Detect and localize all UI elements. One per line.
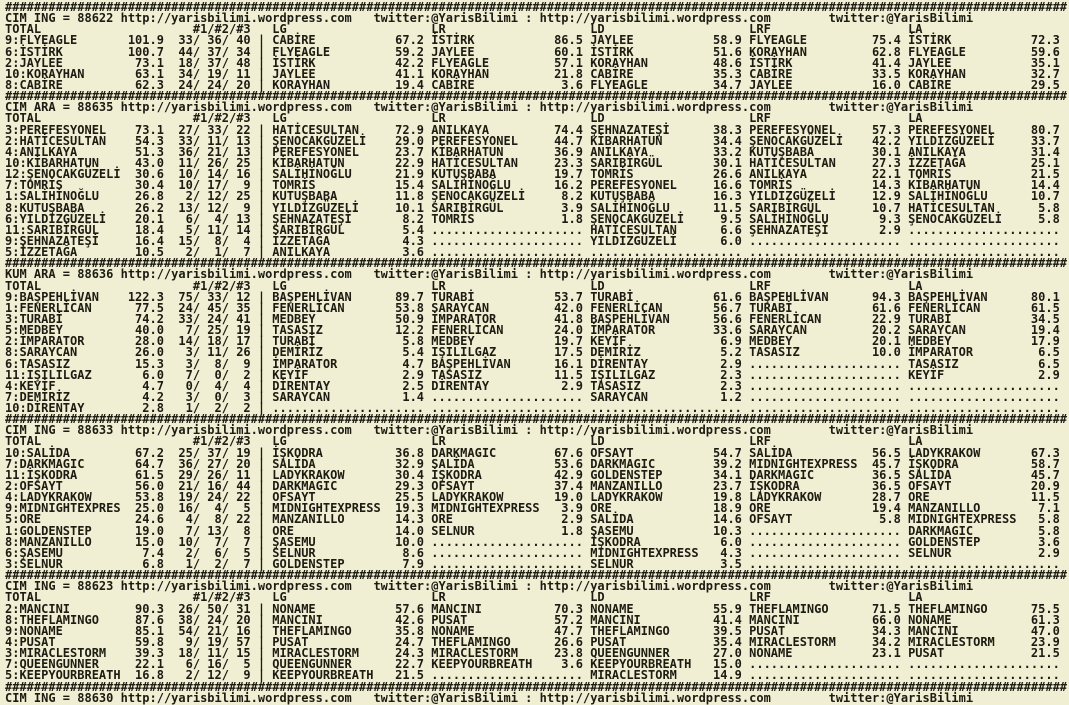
data-row: 8:KUTUŞBABA 26.2 13/ 12/ 9 | YILDIZGÜZEL…: [5, 200, 1060, 215]
data-row: 10:SALİDA 67.2 25/ 37/ 19 | İŞKODRA 36.8…: [5, 445, 1060, 460]
data-row: 2:İMPARATOR 28.0 14/ 18/ 17 | TURABİ 5.8…: [5, 334, 1060, 349]
hash-divider: ########################################…: [5, 256, 1068, 271]
data-row: 7:TOMRİS 30.4 10/ 17/ 9 | TOMRİS 15.4 SA…: [5, 178, 1060, 193]
data-row: 9:NONAME 85.1 54/ 21/ 16 | THEFLAMINGO 3…: [5, 623, 1060, 638]
section-header: KUM ARA = 88636 http://yarisbilimi.wordp…: [5, 267, 974, 282]
data-row: 6:ŞASEMU 7.4 2/ 6/ 5 | SELNUR 8.6 ......…: [5, 545, 1060, 560]
section-header: CIM ING = 88622 http://yarisbilimi.wordp…: [5, 11, 974, 26]
data-row: 3:MIRACLESTORM 39.3 18/ 11/ 15 | MIRACLE…: [5, 646, 1060, 661]
section-header: CIM ING = 88630 http://yarisbilimi.wordp…: [5, 690, 974, 705]
data-row: 4:LADYKRAKOW 53.8 19/ 24/ 22 | OFSAYT 25…: [5, 490, 1060, 505]
column-header-row: TOTAL #1/#2/#3 LG LR LD LRF LA: [5, 278, 1024, 293]
data-row: 2:MANCINI 90.3 26/ 50/ 31 | NONAME 57.6 …: [5, 601, 1060, 616]
data-row: 6:İSTİRK 100.7 44/ 37/ 34 | FLYEAGLE 59.…: [5, 44, 1060, 59]
data-row: 9:FLYEAGLE 101.9 33/ 36/ 40 | CABİRE 67.…: [5, 33, 1060, 48]
data-row: 1:SALİHİNOĞLU 26.8 2/ 12/ 25 | KUTUŞBABA…: [5, 189, 1060, 204]
data-row: 10:KORAYHAN 63.1 34/ 19/ 11 | JAYLEE 41.…: [5, 66, 1060, 81]
data-row: 9:BAŞPEHLİVAN 122.3 75/ 33/ 12 | BAŞPEHL…: [5, 289, 1060, 304]
section-header: CIM ING = 88623 http://yarisbilimi.wordp…: [5, 579, 974, 594]
section-header: CIM ING = 88633 http://yarisbilimi.wordp…: [5, 423, 974, 438]
data-row: 2:OFSAYT 56.0 21/ 16/ 44 | DARKMAGIC 29.…: [5, 479, 1060, 494]
data-row: 11:İŞKODRA 61.5 29/ 26/ 11 | LADYKRAKOW …: [5, 467, 1060, 482]
data-row: 5:ORE 24.6 4/ 8/ 22 | MANZANILLO 14.3 OR…: [5, 512, 1060, 527]
data-row: 7:DARKMAGIC 64.7 36/ 27/ 20 | SALİDA 32.…: [5, 456, 1060, 471]
column-header-row: TOTAL #1/#2/#3 LG LR LD LRF LA: [5, 434, 1024, 449]
data-row: 3:PEREFESYONEL 73.1 27/ 33/ 22 | HATİCES…: [5, 122, 1060, 137]
data-row: 8:SARAYCAN 26.0 3/ 11/ 26 | DEMİRİZ 5.4 …: [5, 345, 1060, 360]
data-row: 3:TURABİ 74.2 33/ 24/ 41 | MEDBEY 50.9 İ…: [5, 311, 1060, 326]
data-row: 2:HATİCESULTAN 54.3 33/ 11/ 13 | ŞENOCAK…: [5, 133, 1060, 148]
data-row: 10:KİBARHATUN 43.0 11/ 26/ 25 | KİBARHAT…: [5, 155, 1060, 170]
data-row: 6:YILDIZGÜZELİ 20.1 6/ 4/ 13 | ŞEHNAZATE…: [5, 211, 1060, 226]
column-header-row: TOTAL #1/#2/#3 LG LR LD LRF LA: [5, 22, 1024, 37]
data-row: 7:DEMİRİZ 4.2 3/ 0/ 3 | SARAYCAN 1.4 ...…: [5, 389, 1060, 404]
data-row: 1:FENERLİCAN 77.5 24/ 45/ 35 | FENERLİCA…: [5, 300, 1060, 315]
data-row: 4:ANILKAYA 51.3 36/ 21/ 13 | PEREFESYONE…: [5, 144, 1060, 159]
data-row: 9:MIDNIGHTEXPRES 25.0 16/ 4/ 5 | MIDNIGH…: [5, 501, 1060, 516]
data-row: 1:GOLDENSTEP 19.0 7/ 13/ 8 | ORE 14.0 SE…: [5, 523, 1060, 538]
column-header-row: TOTAL #1/#2/#3 LG LR LD LRF LA: [5, 111, 1024, 126]
data-row: 10:DİRENTAY 2.8 1/ 2/ 2 | ..............…: [5, 401, 1060, 416]
hash-divider: ########################################…: [5, 679, 1068, 694]
data-row: 9:ŞEHNAZATEŞİ 16.4 15/ 8/ 4 | İZZETAĞA 4…: [5, 233, 1060, 248]
data-row: 12:ŞENOCAKGÜZELİ 30.6 10/ 14/ 16 | SALİH…: [5, 167, 1060, 182]
hash-divider: ########################################…: [5, 89, 1068, 104]
data-row: 8:MANZANILLO 15.0 10/ 7/ 7 | ŞASEMU 10.0…: [5, 534, 1060, 549]
data-row: 5:MEDBEY 40.0 7/ 25/ 19 | TASASIZ 12.2 F…: [5, 323, 1060, 338]
data-row: 4:KEYİF 4.7 0/ 4/ 4 | DİRENTAY 2.5 DİREN…: [5, 378, 1060, 393]
section-header: CIM ARA = 88635 http://yarisbilimi.wordp…: [5, 100, 974, 115]
data-row: 11:SARIBİRGÜL 18.4 5/ 11/ 14 | SARIBİRGÜ…: [5, 222, 1060, 237]
data-row: 11:IŞILILGAZ 6.0 7/ 0/ 2 | KEYİF 2.9 TAS…: [5, 367, 1060, 382]
data-row: 5:KEEPYOURBREATH 16.8 2/ 12/ 9 | KEEPYOU…: [5, 668, 1060, 683]
hash-divider: ########################################…: [5, 568, 1068, 583]
data-row: 6:TASASIZ 15.3 3/ 8/ 9 | İMPARATOR 4.7 B…: [5, 356, 1060, 371]
hash-divider: ########################################…: [5, 0, 1068, 14]
data-row: 4:PUSAT 59.8 9/ 19/ 57 | PUSAT 24.7 THEF…: [5, 635, 1060, 650]
hash-divider: ########################################…: [5, 412, 1068, 427]
data-row: 8:CABİRE 62.3 24/ 24/ 20 | KORAYHAN 19.4…: [5, 77, 1060, 92]
data-row: 3:SELNUR 6.8 1/ 2/ 7 | GOLDENSTEP 7.9 ..…: [5, 557, 1060, 572]
data-row: 8:THEFLAMINGO 87.6 38/ 24/ 20 | MANCINI …: [5, 612, 1060, 627]
data-row: 7:QUEENGUNNER 22.1 6/ 16/ 5 | QUEENGUNNE…: [5, 657, 1060, 672]
data-row: 2:JAYLEE 73.1 18/ 37/ 48 | İSTİRK 42.2 F…: [5, 55, 1060, 70]
column-header-row: TOTAL #1/#2/#3 LG LR LD LRF LA: [5, 590, 1024, 605]
data-row: 5:İZZETAĞA 10.5 2/ 1/ 7 | ANILKAYA 3.6 .…: [5, 245, 1060, 260]
